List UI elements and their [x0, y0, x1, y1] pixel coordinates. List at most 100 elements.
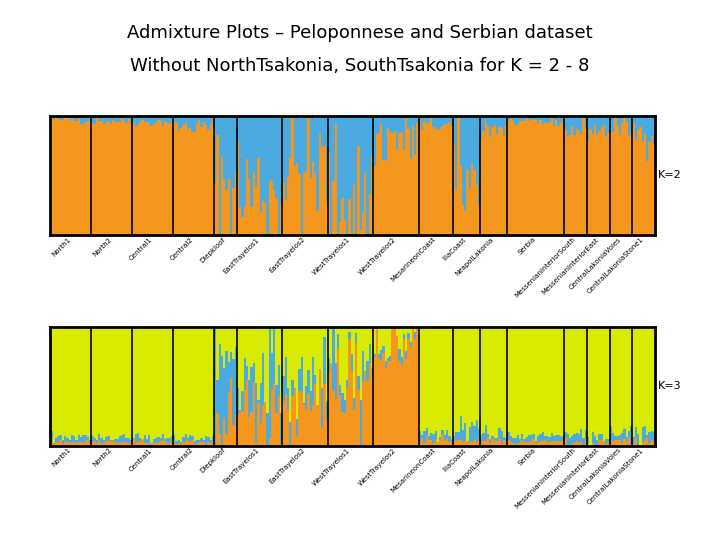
Bar: [430, 327, 433, 433]
Bar: [480, 116, 482, 139]
Bar: [366, 327, 369, 361]
Bar: [148, 435, 150, 443]
Bar: [228, 362, 230, 392]
Bar: [114, 439, 117, 442]
Bar: [492, 127, 494, 235]
Bar: [174, 441, 176, 446]
Bar: [464, 423, 467, 441]
Bar: [494, 125, 496, 235]
Bar: [464, 441, 467, 445]
Bar: [376, 134, 378, 235]
Bar: [505, 116, 508, 125]
Bar: [618, 327, 621, 435]
Bar: [348, 332, 351, 339]
Bar: [526, 442, 528, 446]
Bar: [314, 375, 316, 384]
Bar: [598, 116, 600, 131]
Bar: [510, 442, 512, 446]
Bar: [330, 116, 333, 234]
Bar: [639, 116, 642, 127]
Bar: [462, 430, 464, 442]
Bar: [239, 207, 241, 235]
Bar: [314, 116, 316, 173]
Bar: [390, 361, 392, 446]
Bar: [76, 116, 78, 121]
Bar: [408, 116, 410, 129]
Bar: [598, 435, 600, 440]
Bar: [310, 327, 312, 391]
Bar: [53, 120, 55, 235]
Bar: [453, 116, 455, 145]
Bar: [273, 116, 276, 190]
Bar: [589, 327, 592, 445]
Bar: [582, 327, 585, 438]
Bar: [485, 327, 487, 425]
Bar: [292, 117, 294, 235]
Bar: [589, 129, 592, 235]
Bar: [600, 327, 603, 434]
Bar: [453, 436, 455, 440]
Bar: [217, 116, 219, 135]
Bar: [235, 116, 237, 171]
Bar: [459, 439, 462, 446]
Bar: [371, 155, 373, 235]
Bar: [544, 436, 546, 440]
Bar: [378, 133, 380, 235]
Bar: [544, 327, 546, 436]
Bar: [553, 116, 555, 126]
Bar: [139, 327, 141, 438]
Bar: [71, 442, 73, 446]
Bar: [567, 444, 569, 445]
Bar: [212, 436, 214, 441]
Bar: [248, 116, 251, 179]
Bar: [359, 230, 362, 235]
Bar: [459, 416, 462, 439]
Bar: [246, 367, 248, 380]
Bar: [557, 442, 559, 446]
Bar: [287, 327, 289, 388]
Bar: [73, 436, 76, 442]
Bar: [292, 327, 294, 380]
Bar: [359, 400, 362, 445]
Bar: [489, 116, 492, 137]
Bar: [398, 349, 400, 361]
Bar: [635, 327, 637, 427]
Bar: [127, 119, 130, 235]
Bar: [205, 436, 207, 444]
Bar: [559, 441, 562, 446]
Bar: [189, 435, 192, 442]
Bar: [303, 116, 305, 173]
Bar: [269, 180, 271, 235]
Bar: [200, 327, 203, 438]
Bar: [464, 116, 467, 211]
Bar: [480, 139, 482, 235]
Bar: [408, 339, 410, 446]
Bar: [532, 327, 535, 434]
Bar: [337, 234, 339, 235]
Bar: [382, 159, 384, 235]
Bar: [62, 443, 64, 446]
Bar: [444, 327, 446, 435]
Bar: [282, 116, 284, 184]
Bar: [271, 181, 273, 235]
Bar: [298, 327, 300, 369]
Bar: [571, 444, 573, 446]
Bar: [276, 116, 278, 198]
Bar: [608, 327, 610, 439]
Bar: [123, 441, 125, 446]
Bar: [398, 116, 400, 133]
Bar: [532, 439, 535, 446]
Bar: [330, 327, 333, 364]
Bar: [182, 442, 184, 446]
Bar: [316, 327, 319, 404]
Bar: [642, 141, 644, 235]
Bar: [405, 117, 408, 235]
Bar: [487, 434, 489, 437]
Bar: [241, 217, 243, 235]
Bar: [624, 327, 626, 429]
Bar: [482, 441, 485, 446]
Bar: [150, 126, 153, 235]
Bar: [546, 436, 549, 441]
Bar: [400, 132, 402, 235]
Bar: [376, 329, 378, 446]
